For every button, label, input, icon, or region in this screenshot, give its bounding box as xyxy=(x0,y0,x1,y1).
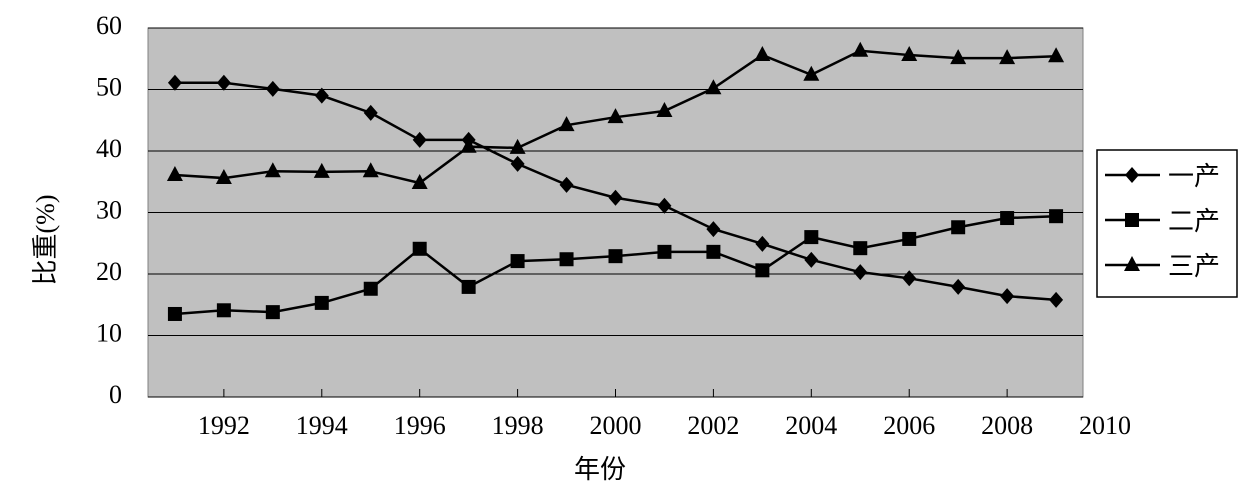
marker xyxy=(951,278,966,295)
x-tick-label: 1996 xyxy=(394,411,446,440)
legend-label: 二产 xyxy=(1168,207,1220,236)
marker xyxy=(901,46,918,62)
marker xyxy=(853,264,868,281)
marker xyxy=(265,80,280,97)
marker xyxy=(755,263,770,278)
marker xyxy=(608,249,623,264)
marker xyxy=(412,241,427,256)
marker xyxy=(853,241,868,256)
y-tick-label: 40 xyxy=(96,134,122,163)
x-tick-label: 1994 xyxy=(296,411,348,440)
marker xyxy=(460,137,477,153)
x-tick-label: 2006 xyxy=(883,411,935,440)
marker xyxy=(1048,47,1065,63)
marker xyxy=(215,169,232,185)
marker xyxy=(558,116,575,132)
y-tick-label: 0 xyxy=(109,380,122,409)
legend-marker xyxy=(1124,256,1140,271)
marker xyxy=(509,138,526,154)
x-axis-label: 年份 xyxy=(574,455,626,484)
marker xyxy=(1049,291,1064,308)
marker xyxy=(363,281,378,296)
marker xyxy=(657,197,672,214)
marker xyxy=(363,104,378,121)
marker xyxy=(362,162,379,178)
marker xyxy=(559,176,574,193)
marker xyxy=(607,108,624,124)
y-tick-label: 30 xyxy=(96,195,122,224)
y-tick-label: 20 xyxy=(96,257,122,286)
marker xyxy=(216,303,231,318)
marker xyxy=(705,79,722,95)
x-tick-label: 1992 xyxy=(198,411,250,440)
x-tick-label: 1998 xyxy=(492,411,544,440)
marker xyxy=(656,102,673,118)
marker xyxy=(265,305,280,320)
marker xyxy=(264,162,281,178)
marker xyxy=(314,87,329,104)
marker xyxy=(412,131,427,148)
marker xyxy=(559,252,574,267)
marker xyxy=(1049,209,1064,224)
marker xyxy=(706,244,721,259)
marker xyxy=(852,41,869,57)
marker xyxy=(706,221,721,238)
y-tick-label: 10 xyxy=(96,318,122,347)
marker xyxy=(902,270,917,287)
marker xyxy=(999,49,1016,65)
marker xyxy=(411,173,428,189)
marker xyxy=(657,244,672,259)
x-tick-label: 2000 xyxy=(590,411,642,440)
legend-label: 三产 xyxy=(1168,252,1220,281)
marker xyxy=(166,165,183,181)
marker xyxy=(804,230,819,245)
marker xyxy=(755,235,770,252)
marker xyxy=(804,251,819,268)
y-axis-label: 比重(%) xyxy=(31,195,60,286)
x-tick-label: 2002 xyxy=(687,411,739,440)
marker xyxy=(461,279,476,294)
marker xyxy=(314,295,329,310)
marker xyxy=(167,306,182,321)
marker xyxy=(608,189,623,206)
marker xyxy=(803,65,820,81)
marker xyxy=(1000,211,1015,226)
legend-marker xyxy=(1125,167,1139,183)
legend-label: 一产 xyxy=(1168,162,1220,191)
marker xyxy=(313,162,330,178)
marker xyxy=(510,254,525,269)
y-tick-label: 60 xyxy=(96,11,122,40)
marker xyxy=(902,231,917,246)
marker xyxy=(951,220,966,235)
marker xyxy=(754,46,771,62)
marker xyxy=(1000,288,1015,305)
x-tick-label: 2008 xyxy=(981,411,1033,440)
marker xyxy=(950,49,967,65)
x-tick-label: 2010 xyxy=(1079,411,1131,440)
y-tick-label: 50 xyxy=(96,72,122,101)
marker xyxy=(167,74,182,91)
marker xyxy=(216,74,231,91)
marker xyxy=(510,155,525,172)
legend-marker xyxy=(1125,213,1139,227)
x-tick-label: 2004 xyxy=(785,411,837,440)
